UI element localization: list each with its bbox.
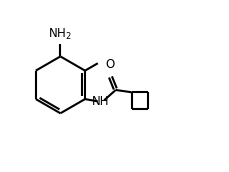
- Text: NH: NH: [92, 95, 109, 108]
- Text: NH$_2$: NH$_2$: [48, 27, 72, 42]
- Text: O: O: [104, 58, 114, 71]
